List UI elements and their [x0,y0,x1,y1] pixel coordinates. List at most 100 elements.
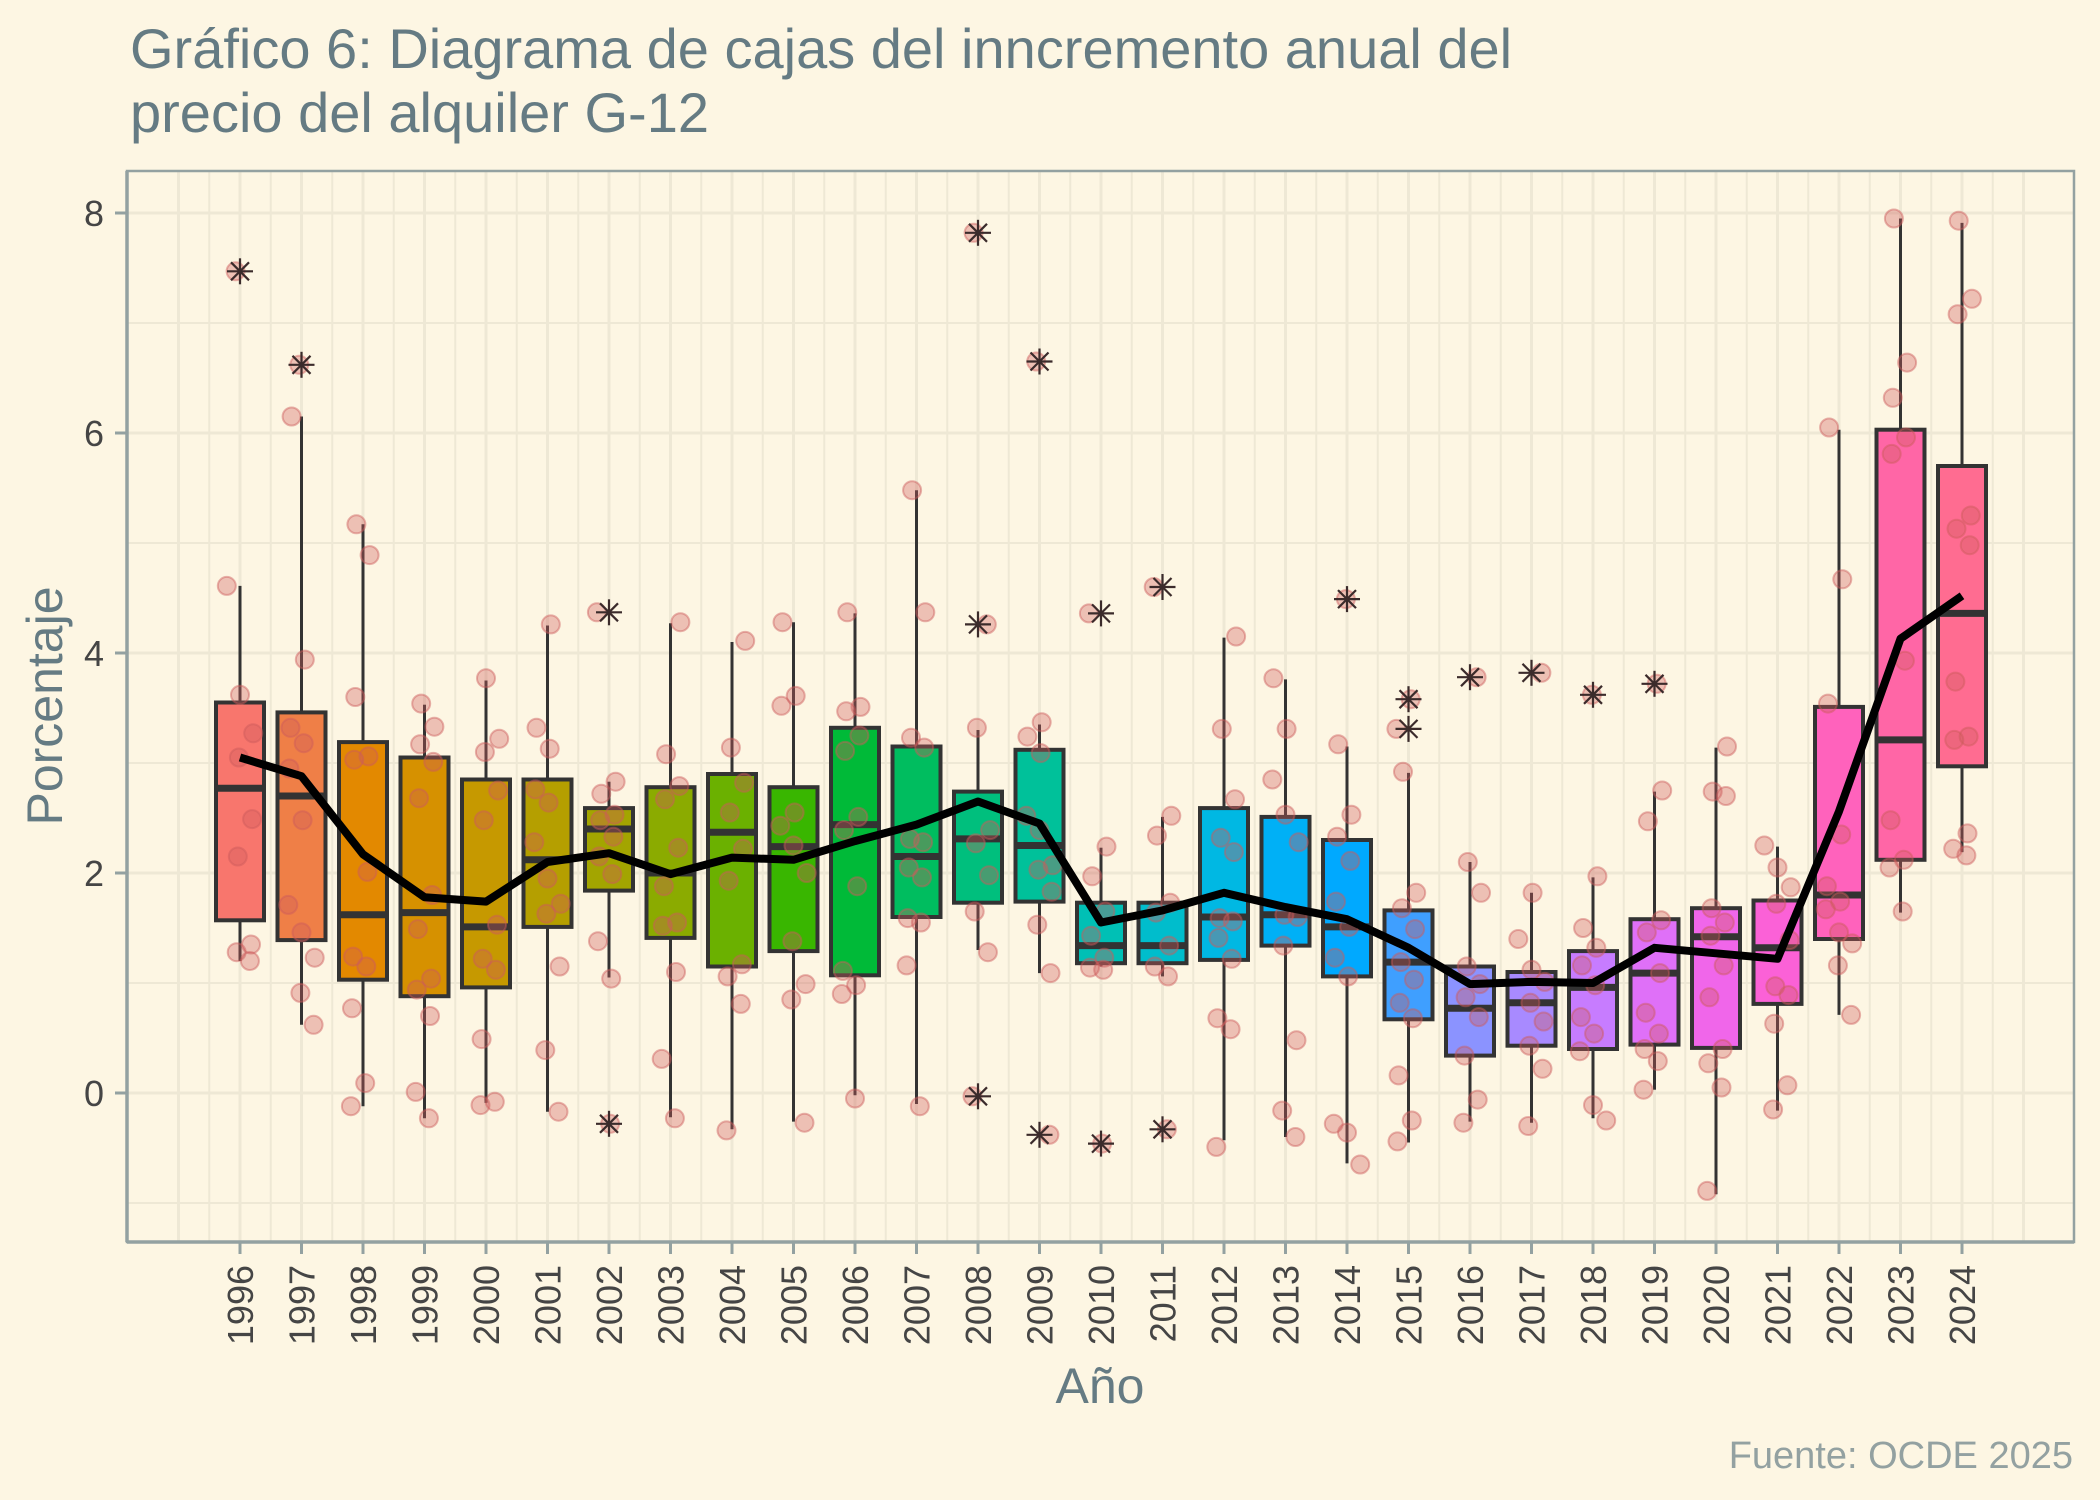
data-point [602,864,623,885]
data-point [420,1006,440,1026]
data-point [526,717,547,738]
data-point [1471,882,1491,903]
data-point [1017,726,1038,747]
x-axis: 1996 1997 1998 1999 2000 2001 2002 2003 2004 2005… [220,1242,1983,1345]
boxplot-2004 [706,642,758,1130]
data-point [1391,898,1412,919]
data-point [303,1014,324,1035]
data-point [357,861,378,882]
box-iqr [275,710,328,943]
x-tick-label: 2009 [1020,1265,1061,1345]
outlier-star [1149,574,1176,600]
star-stroke [1029,351,1050,372]
data-point [539,738,560,759]
data-point [1702,781,1723,802]
y-tick-label: 2 [84,853,104,894]
outlier-star [965,611,991,638]
star-stroke [599,1114,619,1134]
data-point [294,649,315,670]
data-point [1897,352,1918,373]
source-caption: Fuente: OCDE 2025 [1729,1435,2073,1477]
data-point [652,915,673,936]
data-point [1569,1041,1590,1062]
data-point [1225,789,1245,810]
data-point [1406,882,1427,903]
box-iqr [1198,806,1250,962]
data-point [1147,825,1167,846]
data-point [979,865,999,886]
data-point [241,934,261,955]
x-axis-title: Año [1056,1358,1145,1414]
data-point [344,749,365,770]
data-point [667,912,688,933]
box-iqr [829,725,881,978]
mean-line [238,592,1965,989]
box-iqr [1628,917,1681,1047]
data-point [1764,1013,1785,1034]
data-point [1570,1007,1591,1028]
x-tick-label: 2017 [1512,1265,1553,1345]
data-point [488,780,509,801]
data-point [1454,1045,1475,1066]
data-point [832,960,853,981]
data-point [964,901,985,922]
star-stroke [1337,589,1357,609]
data-point [1468,1007,1489,1028]
data-point [849,725,870,746]
data-point [239,951,260,971]
boxplot-2003 [644,623,697,1118]
data-point [796,863,817,883]
data-point [537,868,558,889]
x-tick-label: 2003 [651,1265,692,1345]
data-point [718,870,739,891]
data-point [407,919,428,940]
data-point [411,693,432,714]
data-point [1273,935,1294,956]
data-point [1596,1110,1617,1131]
data-point [487,914,507,935]
data-point [1262,769,1283,790]
data-point [770,815,791,836]
data-point [226,942,247,963]
data-point [1208,927,1229,948]
y-tick-label: 4 [84,633,104,674]
data-point [355,1073,376,1094]
data-point [1401,1110,1422,1131]
data-point [471,1029,492,1050]
data-point [850,696,871,717]
box-iqr [337,740,389,982]
data-point [730,993,751,1014]
data-point [1326,891,1346,912]
x-tick-label: 2002 [589,1265,630,1345]
boxplot-2018 [1567,877,1619,1119]
data-point [1532,1058,1553,1079]
data-point [485,959,506,980]
x-tick-label: 2008 [958,1265,999,1345]
data-point [785,685,806,706]
x-tick-label: 2001 [528,1265,569,1345]
plot-panel [125,169,2076,1244]
data-point [1717,736,1737,757]
data-point [473,810,494,831]
star-stroke [968,223,988,243]
data-point [406,979,427,1000]
star-stroke [1644,674,1665,694]
box-iqr [644,785,697,940]
data-point [1158,966,1178,987]
box-iqr [1567,949,1619,1051]
x-tick-label: 2013 [1266,1265,1307,1345]
x-tick-label: 2014 [1327,1265,1368,1345]
data-point [535,1040,556,1061]
data-point [795,974,816,995]
boxplot-2010 [1075,847,1127,967]
data-point [1519,1035,1540,1056]
data-point [980,820,1001,841]
outlier-markers [227,219,1668,1157]
data-point [666,962,686,982]
y-tick-label: 0 [84,1073,104,1114]
box-iqr [1813,704,1865,942]
data-point [345,687,366,707]
data-point [1712,1039,1733,1059]
data-point [409,788,429,809]
boxplot-2015 [1382,772,1435,1143]
